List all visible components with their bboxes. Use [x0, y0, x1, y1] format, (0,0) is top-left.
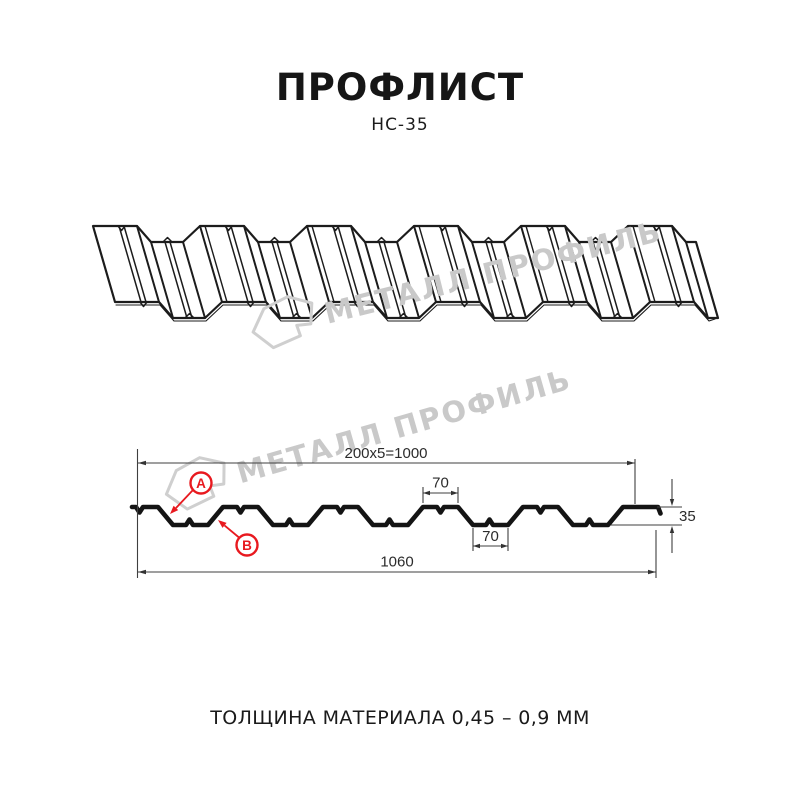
- callout-b: B: [218, 520, 259, 557]
- watermark-brand-text: МЕТАЛЛ ПРОФИЛЬ: [233, 362, 576, 490]
- extension-lines: [136, 449, 682, 578]
- cross-section-profile: [129, 504, 663, 528]
- callout-a-arrowhead: [170, 505, 179, 514]
- brand-logo-icon: [251, 295, 314, 350]
- sheet-3d-crest-grooves: [118, 225, 682, 303]
- callout-b-letter: B: [242, 538, 252, 553]
- sheet-3d-edge-notches: [117, 225, 683, 319]
- valley-width-label: 70: [482, 528, 499, 545]
- callout-a: A: [170, 471, 213, 514]
- sheet-3d-valley-grooves: [164, 241, 621, 319]
- crest-width-label: 70: [432, 475, 449, 492]
- dimension-labels: 200x5=1000 70 70 35 1060: [345, 445, 696, 571]
- callout-a-letter: A: [196, 476, 206, 491]
- callout-a-circle: [189, 471, 213, 495]
- overall-width-label: 1060: [380, 554, 413, 571]
- sheet-3d-thickness-line: [115, 304, 716, 322]
- product-model: НС-35: [371, 115, 429, 135]
- watermark-lower: МЕТАЛЛ ПРОФИЛЬ: [164, 362, 576, 511]
- dimension-arrowheads: [138, 460, 675, 575]
- pitch-dimension-label: 200x5=1000: [345, 445, 428, 462]
- brand-logo-icon: [164, 456, 226, 511]
- callout-b-arrowhead: [218, 520, 227, 528]
- profile-3d-view: [91, 224, 720, 322]
- profile-outline: [129, 504, 663, 528]
- height-dimension-label: 35: [679, 508, 696, 525]
- thickness-note: ТОЛЩИНА МАТЕРИАЛА 0,45 – 0,9 ММ: [210, 707, 590, 729]
- sheet-3d-fold-edges: [136, 225, 709, 319]
- callout-b-circle: [235, 533, 259, 557]
- page-title: ПРОФЛИСТ: [275, 66, 525, 109]
- dimension-lines: [136, 449, 682, 578]
